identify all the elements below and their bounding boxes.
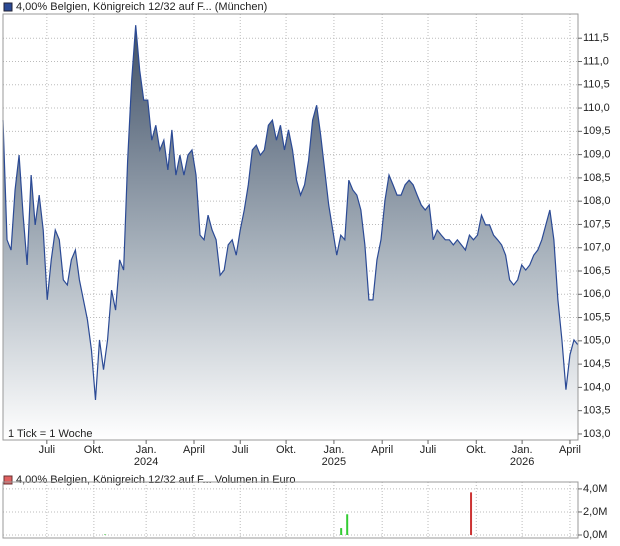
y-tick-label: 106,0 <box>583 288 611 300</box>
y-tick-label: 107,0 <box>583 242 611 254</box>
y-tick-label: 103,5 <box>583 405 611 417</box>
y-tick-label: 109,5 <box>583 125 611 137</box>
x-tick-label: Okt. <box>84 444 104 456</box>
volume-bar <box>104 534 107 536</box>
annotation: 1 Tick = 1 Woche <box>8 428 92 440</box>
y-tick-label: 110,0 <box>583 102 610 114</box>
price-line <box>2 25 579 401</box>
x-tick-label: Juli <box>39 444 56 456</box>
y-tick-label: 104,0 <box>583 381 611 393</box>
x-tick-label: Juli <box>420 444 437 456</box>
y-tick-label: 108,5 <box>583 172 611 184</box>
y-tick-label: 111,0 <box>583 55 609 67</box>
y-tick-label: 107,5 <box>583 218 611 230</box>
x-tick-label: Jan. <box>324 444 345 456</box>
x-tick-label: Jan. <box>136 444 157 456</box>
y-tick-label: 105,0 <box>583 335 611 347</box>
volume-title: 4,00% Belgien, Königreich 12/32 auf F...… <box>16 474 295 486</box>
y-tick-label: 0,0M <box>583 529 607 541</box>
x-tick-label: April <box>183 444 205 456</box>
area-fill <box>3 25 578 441</box>
volume-bar <box>340 528 343 536</box>
y-tick-label: 109,0 <box>583 149 611 161</box>
plot-border <box>2 13 579 441</box>
x-tick-label: Jan. <box>512 444 533 456</box>
legend-swatch <box>3 475 13 485</box>
y-tick-label: 106,5 <box>583 265 611 277</box>
x-year-label: 2025 <box>322 456 346 468</box>
x-tick-label: April <box>371 444 393 456</box>
x-tick-label: Okt. <box>276 444 296 456</box>
x-tick-label: Okt. <box>466 444 486 456</box>
legend-label: 4,00% Belgien, Königreich 12/32 auf F...… <box>16 1 267 13</box>
y-tick-label: 108,0 <box>583 195 611 207</box>
y-tick-label: 110,5 <box>583 79 610 91</box>
plot-border <box>2 481 579 539</box>
x-tick-label: Juli <box>232 444 249 456</box>
volume-bar <box>346 514 349 536</box>
y-tick-label: 105,5 <box>583 311 611 323</box>
x-year-label: 2026 <box>510 456 534 468</box>
y-tick-label: 111,5 <box>583 32 609 44</box>
y-tick-label: 2,0M <box>583 506 607 518</box>
legend-swatch <box>3 2 13 12</box>
volume-bar <box>470 492 473 536</box>
x-year-label: 2024 <box>134 456 158 468</box>
y-tick-label: 104,5 <box>583 358 611 370</box>
y-tick-label: 4,0M <box>583 483 607 495</box>
y-tick-label: 103,0 <box>583 428 611 440</box>
x-tick-label: April <box>559 444 581 456</box>
